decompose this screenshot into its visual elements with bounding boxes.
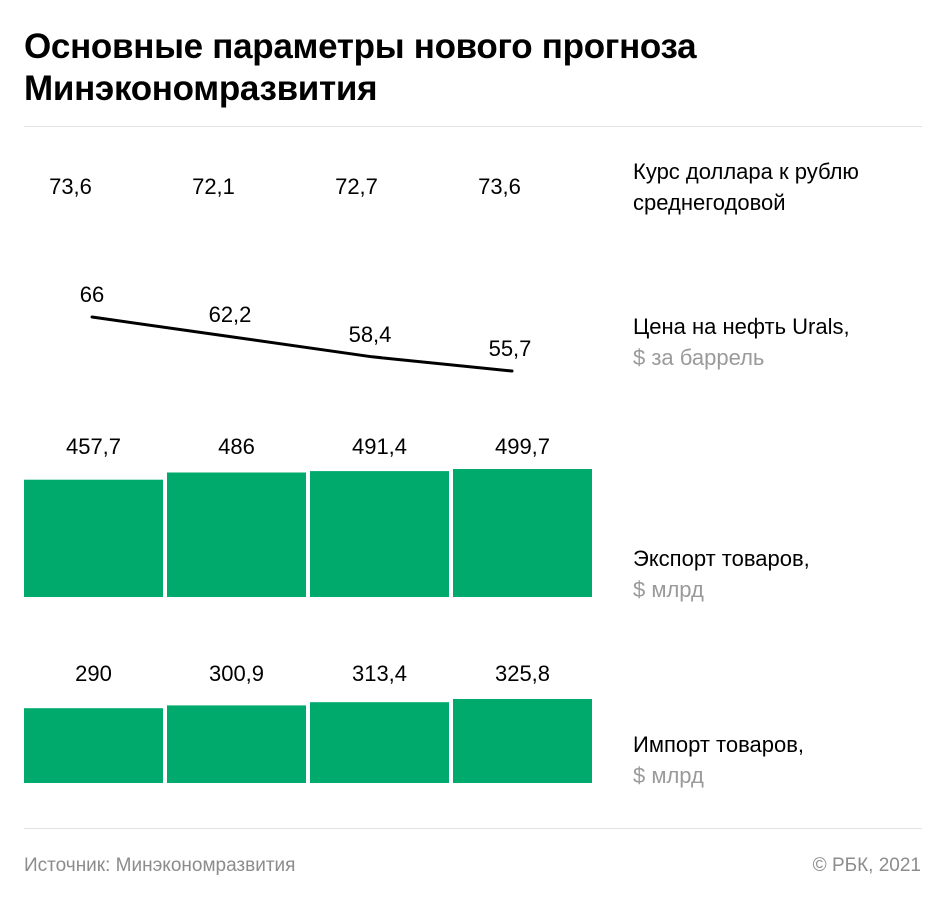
exchange-rate-value: 73,6 <box>49 174 92 199</box>
import-bar-series: 290 300,9 313,4 325,8 <box>24 661 592 783</box>
oil-price-point-label: 66 <box>80 282 104 307</box>
import-bar-label: 290 <box>75 661 112 686</box>
import-label-text: Импорт товаров, <box>633 732 805 757</box>
oil-price-unit: $ за баррель <box>633 345 765 370</box>
export-unit: $ млрд <box>633 577 704 602</box>
export-bar-series: 457,7 486 491,4 499,7 <box>24 434 592 597</box>
export-label: Экспорт товаров, $ млрд <box>633 543 933 605</box>
import-bar <box>24 708 163 783</box>
exchange-rate-value: 72,1 <box>192 174 235 199</box>
exchange-rate-value: 73,6 <box>478 174 521 199</box>
oil-price-label-text: Цена на нефть Urals, <box>633 314 850 339</box>
source-note: Источник: Минэкономразвития <box>24 855 296 876</box>
oil-price-series: 66 62,2 58,4 55,7 <box>80 282 532 373</box>
oil-price-point-label: 58,4 <box>349 322 392 347</box>
export-bar <box>453 469 592 597</box>
exchange-rate-label: Курс доллара к рублю среднегодовой <box>633 156 933 218</box>
export-bar-label: 491,4 <box>352 434 407 459</box>
import-bar <box>310 702 449 783</box>
chart-title: Основные параметры нового прогноза Минэк… <box>24 27 697 108</box>
oil-price-point-label: 62,2 <box>209 302 252 327</box>
export-bar <box>24 479 163 597</box>
export-bar-label: 486 <box>218 434 255 459</box>
exchange-rate-row: 73,6 72,1 72,7 73,6 <box>49 174 521 199</box>
top-divider <box>24 126 922 127</box>
export-label-text: Экспорт товаров, <box>633 546 810 571</box>
bottom-divider <box>24 828 922 829</box>
oil-price-label: Цена на нефть Urals, $ за баррель <box>633 311 933 373</box>
import-bar <box>453 699 592 783</box>
oil-price-point-label: 55,7 <box>489 336 532 361</box>
oil-price-line <box>90 315 514 373</box>
import-bar-label: 313,4 <box>352 661 407 686</box>
import-bar-label: 325,8 <box>495 661 550 686</box>
import-bar <box>167 705 306 783</box>
export-bar <box>310 471 449 597</box>
import-unit: $ млрд <box>633 763 704 788</box>
exchange-rate-value: 72,7 <box>335 174 378 199</box>
exchange-rate-label-text: Курс доллара к рублю среднегодовой <box>633 159 859 215</box>
export-bar-label: 457,7 <box>66 434 121 459</box>
copyright: © РБК, 2021 <box>812 855 921 876</box>
export-bar-label: 499,7 <box>495 434 550 459</box>
export-bar <box>167 472 306 597</box>
import-label: Импорт товаров, $ млрд <box>633 729 933 791</box>
import-bar-label: 300,9 <box>209 661 264 686</box>
